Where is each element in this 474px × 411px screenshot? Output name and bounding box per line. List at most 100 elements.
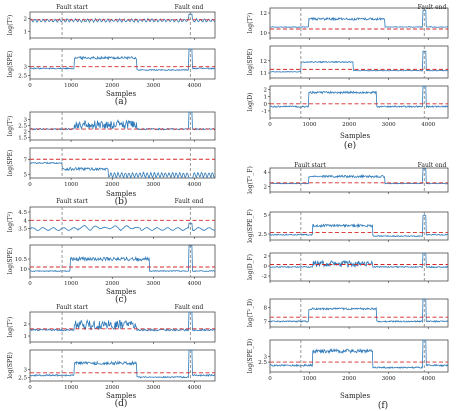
x-tick-label: 4000	[187, 83, 201, 89]
x-tick-label: 0	[28, 385, 32, 391]
y-axis-label: log(SPE_D)	[247, 339, 254, 373]
x-tick-label: 1000	[64, 182, 78, 188]
subplot-f-12: 2.5 5 log(SPE_F)	[247, 209, 449, 243]
y-tick-label: 2.5	[258, 232, 267, 238]
x-tick-label: 0	[268, 122, 272, 128]
y-tick-label: 1	[24, 30, 28, 36]
subplot-e-8: 10 12 log(T²)	[247, 7, 449, 40]
x-tick-label: 2000	[342, 376, 356, 382]
xlabel-e: Samples	[340, 132, 370, 140]
x-tick-label: 3000	[146, 385, 160, 391]
axes-frame	[269, 298, 449, 328]
y-tick-label: 1	[24, 334, 28, 340]
panel-label-c: (c)	[115, 294, 127, 305]
axes-frame	[269, 7, 449, 39]
subplot-a-0: 1 2 log(T²)	[7, 11, 216, 40]
y-axis-label: log(SPE)	[7, 248, 14, 275]
subplot-f-11: 2 4 log(T²_F)	[247, 166, 449, 194]
axes-frame	[269, 167, 449, 193]
x-tick-label: 0	[268, 376, 272, 382]
x-tick-label: 3000	[382, 376, 396, 382]
y-tick-label: 0	[264, 264, 268, 270]
panel-label-f: (f)	[378, 400, 388, 411]
y-tick-label: 3	[24, 117, 28, 123]
y-axis-label: log(D)	[247, 93, 254, 112]
y-axis-label: log(T²)	[7, 317, 14, 337]
x-tick-label: 2000	[105, 281, 119, 287]
y-tick-label: 2	[24, 322, 28, 328]
x-tick-label: 2000	[105, 182, 119, 188]
subplot-c-4: 3.5 4 4.5 log(T²)	[7, 206, 216, 239]
x-tick-label: 4000	[421, 376, 435, 382]
y-tick-label: 10	[20, 267, 27, 273]
x-tick-label: 4000	[187, 385, 201, 391]
axes-frame	[29, 206, 216, 238]
y-tick-label: 4	[264, 170, 268, 176]
xlabel-c: Samples	[106, 288, 136, 296]
series-line	[29, 349, 216, 379]
y-axis-label: log(T²)	[7, 212, 14, 232]
x-tick-label: 1000	[303, 122, 317, 128]
x-tick-label: 2000	[105, 83, 119, 89]
axes-frame	[29, 147, 216, 179]
y-tick-label: 1.5	[18, 136, 27, 142]
y-tick-label: 5	[24, 172, 28, 178]
series-line	[269, 298, 449, 324]
xlabel-f: Samples	[340, 392, 370, 400]
y-tick-label: -1	[262, 109, 267, 115]
y-axis-label: log(SPE)	[7, 352, 14, 379]
y-tick-label: 5	[264, 213, 268, 219]
fault-start-label-c: Fault start	[56, 198, 88, 205]
subplot-f-15: 2.53 log(SPE_D) 0 1000 2000 3000 4000	[247, 339, 449, 382]
xlabel-a: Samples	[106, 90, 136, 98]
y-tick-label: 3	[24, 368, 28, 374]
axes-frame	[29, 11, 216, 39]
x-tick-label: 4000	[187, 281, 201, 287]
x-tick-label: 1000	[64, 281, 78, 287]
x-tick-label: 4000	[421, 122, 435, 128]
series-line	[269, 50, 449, 73]
y-tick-label: 7	[264, 319, 268, 325]
panel-label-e: (e)	[344, 140, 356, 151]
axes-frame	[269, 45, 449, 79]
subplot-b-3: 5 7 log(SPE) 0 1000 2000 3000 4000	[7, 147, 216, 188]
y-axis-label: log(T²)	[7, 15, 14, 35]
series-line	[270, 252, 448, 269]
xlabel-b: Samples	[106, 190, 136, 198]
x-tick-label: 3000	[146, 182, 160, 188]
x-tick-label: 1000	[303, 376, 317, 382]
y-axis-label: log(SPE)	[7, 51, 14, 78]
y-tick-label: 2.5	[258, 360, 267, 366]
y-tick-label: 2.5	[18, 376, 27, 382]
x-tick-label: 2000	[105, 385, 119, 391]
axes-frame	[269, 85, 449, 119]
y-axis-label: log(SPE_F)	[247, 209, 254, 243]
series-line	[269, 85, 449, 109]
x-tick-label: 1000	[64, 83, 78, 89]
y-tick-label: 12	[260, 11, 267, 17]
x-tick-label: 3000	[146, 281, 160, 287]
subplot-d-6: 1 2 log(T²)	[7, 311, 216, 344]
y-axis-label: log(D_F)	[247, 254, 254, 280]
y-tick-label: 10	[260, 31, 267, 37]
axes-frame	[29, 349, 216, 382]
x-tick-label: 0	[28, 83, 32, 89]
xlabel-d: Samples	[106, 392, 136, 400]
y-tick-label: 4	[24, 218, 28, 224]
y-tick-label: -2	[262, 274, 267, 280]
series-line	[29, 13, 216, 24]
y-axis-label: log(T²)	[7, 116, 14, 136]
y-tick-label: 11	[260, 71, 267, 77]
fault-end-label-a: Fault end	[175, 4, 204, 11]
series-line	[29, 311, 216, 332]
axes-frame	[29, 244, 216, 278]
y-axis-label: log(T²_D)	[247, 299, 254, 327]
series-line	[29, 111, 216, 131]
y-axis-label: log(SPE)	[7, 150, 14, 177]
subplot-a-1: 2.5 3 log(SPE) 0 1000 2000 3000 4000	[7, 48, 216, 89]
x-tick-label: 4000	[187, 182, 201, 188]
x-tick-label: 0	[28, 182, 32, 188]
y-tick-label: 8	[264, 305, 268, 311]
series-line	[270, 9, 449, 28]
